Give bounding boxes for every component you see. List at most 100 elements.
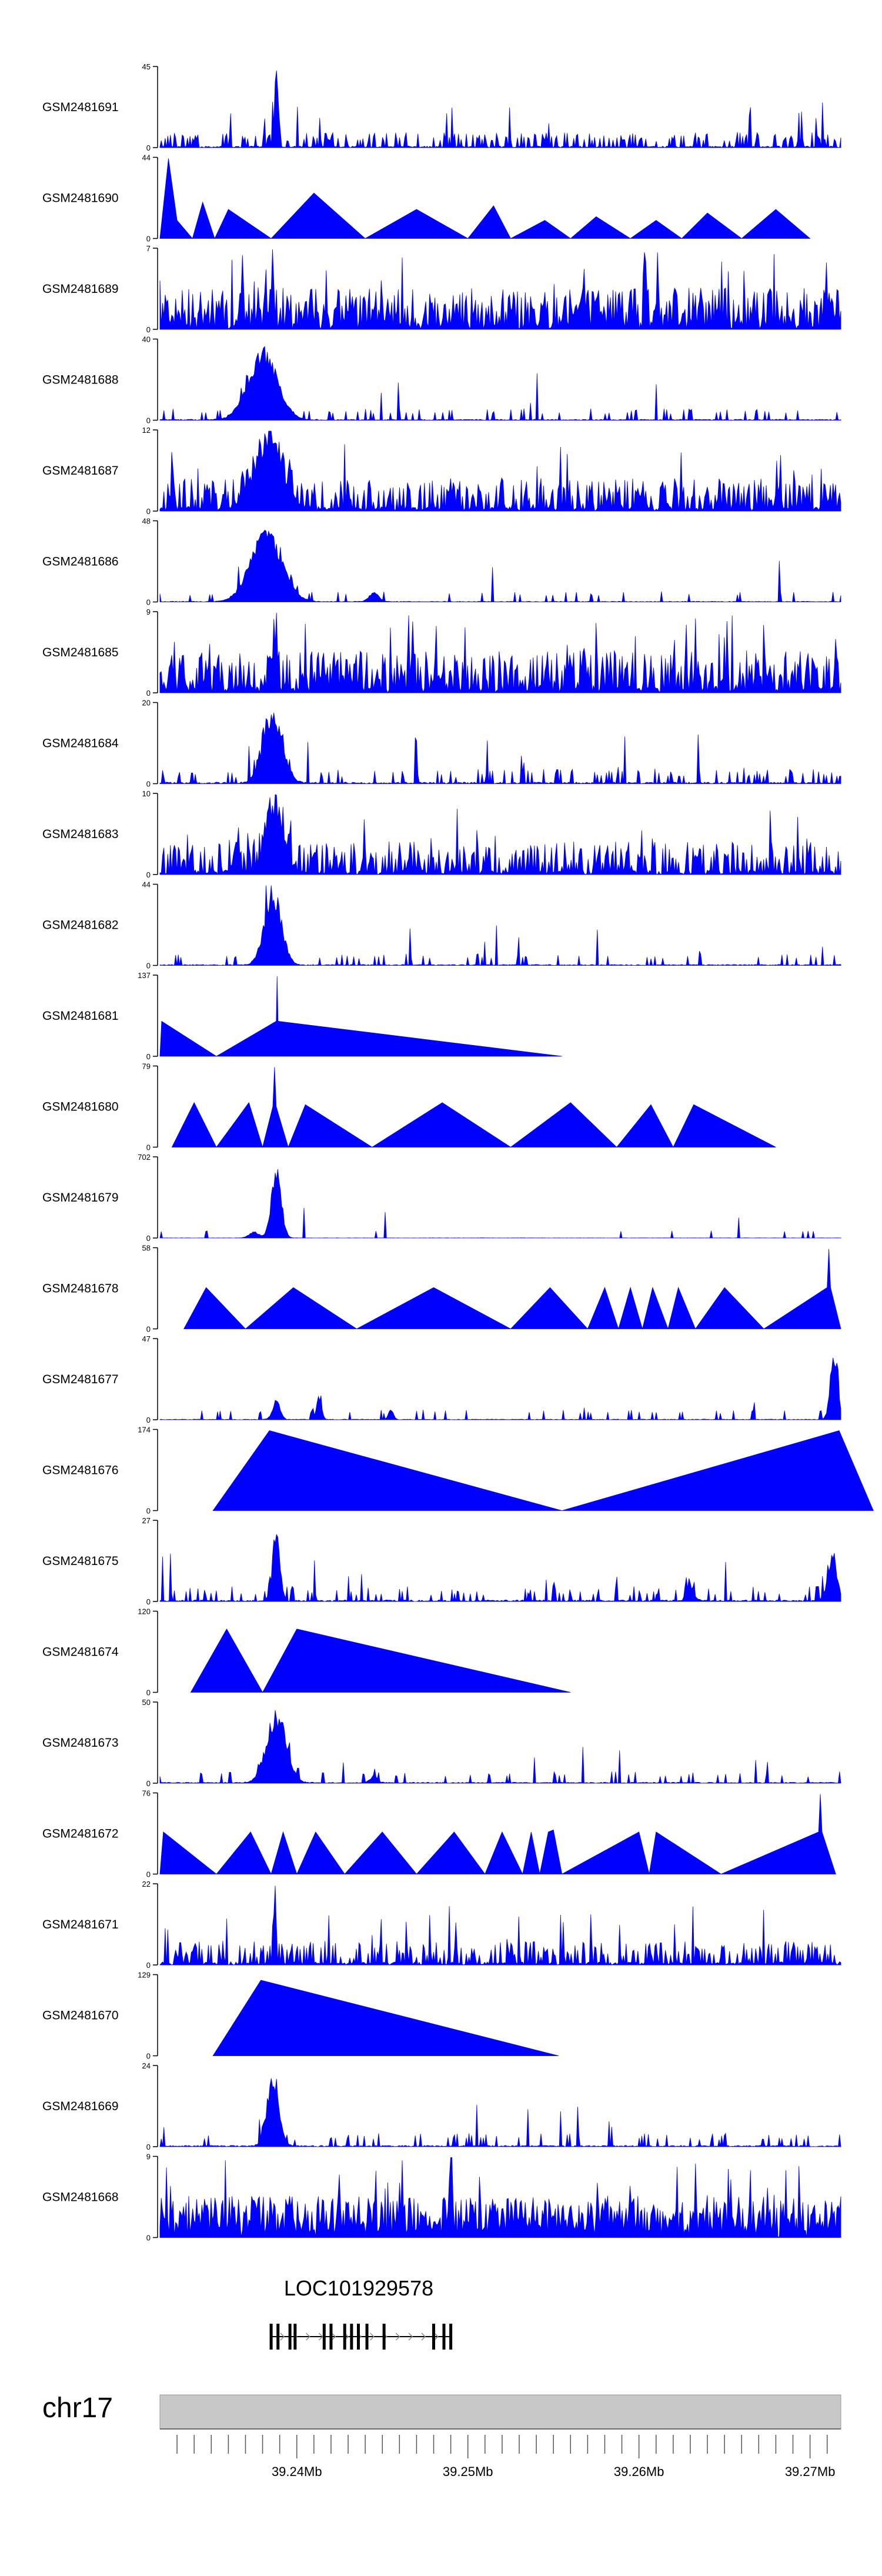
track-GSM2481674: GSM2481674 120 0 — [42, 1607, 571, 1697]
y-max-label: 9 — [146, 608, 151, 616]
exon — [357, 2324, 360, 2350]
y-min-label: 0 — [146, 144, 151, 152]
track-label: GSM2481677 — [42, 1373, 119, 1386]
track-GSM2481675: GSM2481675 27 0 — [42, 1516, 841, 1606]
x-tick-label: 39.27Mb — [785, 2464, 836, 2479]
exon — [350, 2324, 353, 2350]
coverage-area — [159, 612, 841, 694]
track-label: GSM2481678 — [42, 1282, 119, 1296]
y-max-label: 7 — [146, 244, 151, 253]
strand-arrow — [331, 2333, 336, 2341]
coverage-area — [159, 158, 811, 239]
y-max-label: 24 — [142, 2061, 151, 2070]
y-max-label: 120 — [138, 1607, 151, 1616]
coverage-area — [190, 1628, 571, 1693]
track-label: GSM2481669 — [42, 2100, 119, 2113]
exon — [432, 2324, 436, 2350]
track-label: GSM2481681 — [42, 1009, 119, 1023]
track-label: GSM2481683 — [42, 827, 119, 841]
y-min-label: 0 — [146, 1597, 151, 1606]
y-min-label: 0 — [146, 689, 151, 698]
y-min-label: 0 — [146, 1325, 151, 1334]
x-tick-label: 39.25Mb — [443, 2464, 493, 2479]
y-max-label: 12 — [142, 426, 151, 435]
track-GSM2481669: GSM2481669 24 0 — [42, 2061, 841, 2151]
x-axis-ticks: 39.24Mb 39.25Mb 39.26Mb 39.27Mb — [160, 2428, 841, 2479]
track-label: GSM2481676 — [42, 1464, 119, 1477]
coverage-area — [159, 1533, 841, 1602]
coverage-area — [212, 1980, 559, 2056]
y-max-label: 129 — [138, 1971, 151, 1980]
exon — [288, 2324, 292, 2350]
track-GSM2481684: GSM2481684 20 0 — [42, 699, 841, 789]
exon — [382, 2324, 386, 2350]
exon — [322, 2324, 326, 2350]
track-GSM2481689: GSM2481689 7 0 — [42, 244, 841, 334]
track-label: GSM2481671 — [42, 1918, 119, 1931]
y-max-label: 20 — [142, 699, 151, 708]
strand-arrow — [408, 2333, 413, 2341]
track-GSM2481686: GSM2481686 48 0 — [42, 517, 841, 607]
coverage-area — [159, 1794, 836, 1875]
track-GSM2481670: GSM2481670 129 0 — [42, 1971, 559, 2061]
strand-arrow — [421, 2333, 426, 2341]
y-min-label: 0 — [146, 1870, 151, 1879]
y-max-label: 45 — [142, 62, 151, 71]
coverage-area — [159, 1886, 841, 1966]
track-label: GSM2481682 — [42, 919, 119, 932]
y-max-label: 9 — [146, 2153, 151, 2161]
y-min-label: 0 — [146, 507, 151, 516]
track-label: GSM2481675 — [42, 1554, 119, 1568]
y-min-label: 0 — [146, 235, 151, 243]
y-min-label: 0 — [146, 870, 151, 879]
coverage-area — [159, 1357, 841, 1420]
coverage-area — [159, 431, 841, 512]
coverage-area — [159, 712, 841, 785]
y-min-label: 0 — [146, 2143, 151, 2151]
track-GSM2481682: GSM2481682 44 0 — [42, 880, 841, 970]
coverage-area — [159, 885, 841, 966]
strand-arrow — [370, 2333, 375, 2341]
coverage-area — [212, 1430, 874, 1511]
y-max-label: 50 — [142, 1698, 151, 1707]
y-min-label: 0 — [146, 1052, 151, 1061]
exon — [365, 2324, 369, 2350]
gene-model — [269, 2324, 453, 2350]
y-max-label: 48 — [142, 517, 151, 526]
coverage-area — [171, 1067, 776, 1148]
y-max-label: 10 — [142, 789, 151, 798]
gene-annotation-track: LOC101929578 — [269, 2276, 453, 2350]
y-max-label: 22 — [142, 1880, 151, 1888]
y-min-label: 0 — [146, 1689, 151, 1697]
exon — [343, 2324, 346, 2350]
y-min-label: 0 — [146, 1416, 151, 1424]
track-label: GSM2481686 — [42, 555, 119, 569]
track-label: GSM2481685 — [42, 646, 119, 659]
chromosome-ideogram — [159, 2394, 841, 2430]
track-GSM2481672: GSM2481672 76 0 — [42, 1789, 836, 1879]
exon — [442, 2324, 446, 2350]
coverage-area — [159, 2157, 841, 2238]
x-tick-label: 39.26Mb — [614, 2464, 664, 2479]
track-label: GSM2481684 — [42, 737, 119, 750]
y-min-label: 0 — [146, 1234, 151, 1243]
track-label: GSM2481688 — [42, 373, 119, 387]
exon — [293, 2324, 297, 2350]
track-label: GSM2481679 — [42, 1191, 119, 1204]
gene-label: LOC101929578 — [284, 2276, 433, 2300]
data-tracks: GSM2481691450GSM2481690440GSM248168970GS… — [42, 62, 874, 2243]
coverage-area — [159, 346, 841, 421]
y-min-label: 0 — [146, 325, 151, 334]
track-GSM2481668: GSM2481668 9 0 — [42, 2153, 841, 2243]
track-label: GSM2481668 — [42, 2191, 119, 2204]
coverage-area — [159, 2078, 841, 2147]
track-GSM2481683: GSM2481683 10 0 — [42, 789, 841, 879]
track-label: GSM2481691 — [42, 101, 119, 114]
track-GSM2481681: GSM2481681 137 0 — [42, 971, 562, 1061]
y-max-label: 137 — [138, 971, 151, 980]
coverage-area — [159, 529, 841, 603]
y-min-label: 0 — [146, 2052, 151, 2061]
y-max-label: 702 — [138, 1153, 151, 1162]
y-min-label: 0 — [146, 1143, 151, 1152]
